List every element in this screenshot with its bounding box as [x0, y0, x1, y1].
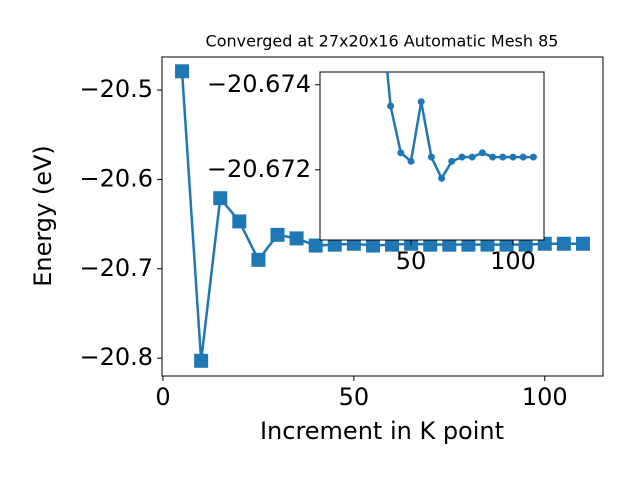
marker [575, 236, 590, 251]
marker [448, 157, 456, 165]
line [180, 71, 583, 361]
marker [327, 237, 342, 252]
chart-title: Converged at 27x20x16 Automatic Mesh 85 [206, 32, 559, 51]
line [386, 72, 534, 181]
y-tick-label: −20.672 [207, 155, 311, 183]
marker [397, 149, 405, 157]
marker [417, 98, 425, 106]
marker [461, 237, 476, 252]
marker [480, 237, 495, 252]
marker [194, 353, 209, 368]
x-tick-label: 50 [339, 383, 370, 411]
marker [365, 238, 380, 253]
marker [407, 157, 415, 165]
marker [423, 237, 438, 252]
series-group [377, 0, 537, 182]
marker [270, 227, 285, 242]
marker [509, 153, 517, 161]
marker [387, 102, 395, 110]
marker [556, 236, 571, 251]
marker [442, 237, 457, 252]
y-tick-label: −20.674 [207, 70, 311, 98]
y-tick-label: −20.6 [79, 164, 153, 192]
marker [438, 174, 446, 182]
marker [232, 214, 247, 229]
marker [499, 237, 514, 252]
x-tick-label: 100 [522, 383, 568, 411]
marker [308, 238, 323, 253]
marker [385, 237, 400, 252]
x-axis-label: Increment in K point [260, 417, 504, 445]
marker [175, 64, 190, 79]
x-tick-label: 50 [396, 247, 427, 275]
marker [377, 0, 384, 3]
y-tick-label: −20.7 [79, 254, 153, 282]
marker [489, 153, 497, 161]
marker [213, 191, 228, 206]
x-tick-label: 100 [490, 247, 536, 275]
marker [289, 231, 304, 246]
marker [518, 237, 533, 252]
x-tick-label: 0 [155, 383, 170, 411]
marker [427, 153, 435, 161]
y-tick-label: −20.5 [79, 75, 153, 103]
marker [499, 153, 507, 161]
marker [529, 153, 537, 161]
series-group [175, 64, 590, 368]
y-tick-label: −20.8 [79, 343, 153, 371]
marker [458, 153, 466, 161]
marker [519, 153, 527, 161]
marker [251, 252, 266, 267]
marker [478, 149, 486, 157]
marker [468, 153, 476, 161]
y-axis-label: Energy (eV) [29, 145, 57, 287]
